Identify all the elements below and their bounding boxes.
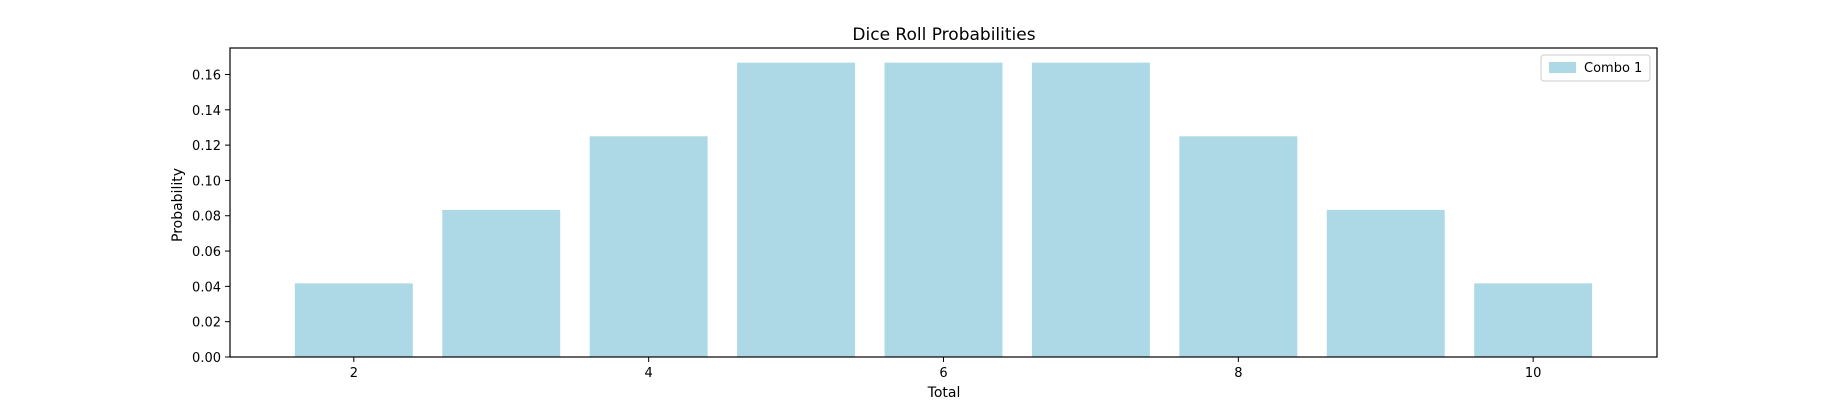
legend-swatch [1549, 62, 1576, 73]
x-tick-label: 10 [1525, 366, 1542, 381]
plot-frame [229, 47, 1658, 358]
y-tick-label: 0.14 [192, 104, 221, 119]
x-axis-label: Total [927, 385, 961, 400]
legend-label: Combo 1 [1584, 61, 1642, 76]
y-tick-label: 0.00 [192, 351, 221, 366]
bar-8 [1179, 136, 1298, 357]
bar-7 [1031, 62, 1150, 358]
bar-4 [589, 136, 708, 357]
bar-5 [737, 62, 856, 358]
bar-10 [1474, 283, 1593, 357]
x-tick-label: 4 [645, 366, 653, 381]
legend: Combo 1 [1540, 54, 1651, 82]
y-tick-label: 0.08 [192, 210, 221, 225]
y-tick-label: 0.12 [192, 139, 221, 154]
y-tick-label: 0.04 [192, 280, 221, 295]
y-tick-label: 0.06 [192, 245, 221, 260]
bars-group [294, 62, 1593, 358]
chart-title: Dice Roll Probabilities [852, 25, 1035, 45]
bar-6 [884, 62, 1003, 358]
x-tick-label: 2 [350, 366, 358, 381]
bar-9 [1326, 209, 1445, 357]
y-tick-label: 0.02 [192, 316, 221, 331]
x-tick-label: 6 [939, 366, 947, 381]
y-axis-ticks: 0.00 0.02 0.04 0.06 0.08 0.10 0.12 0.14 0.16 [192, 68, 230, 366]
y-axis-label: Probability [170, 168, 186, 242]
x-axis-ticks: 2 4 6 8 10 [350, 357, 1542, 381]
bar-2 [294, 283, 413, 357]
y-tick-label: 0.16 [192, 68, 221, 83]
x-tick-label: 8 [1234, 366, 1242, 381]
legend-frame [1540, 54, 1651, 82]
y-tick-label: 0.10 [192, 174, 221, 189]
bar-3 [442, 209, 561, 357]
